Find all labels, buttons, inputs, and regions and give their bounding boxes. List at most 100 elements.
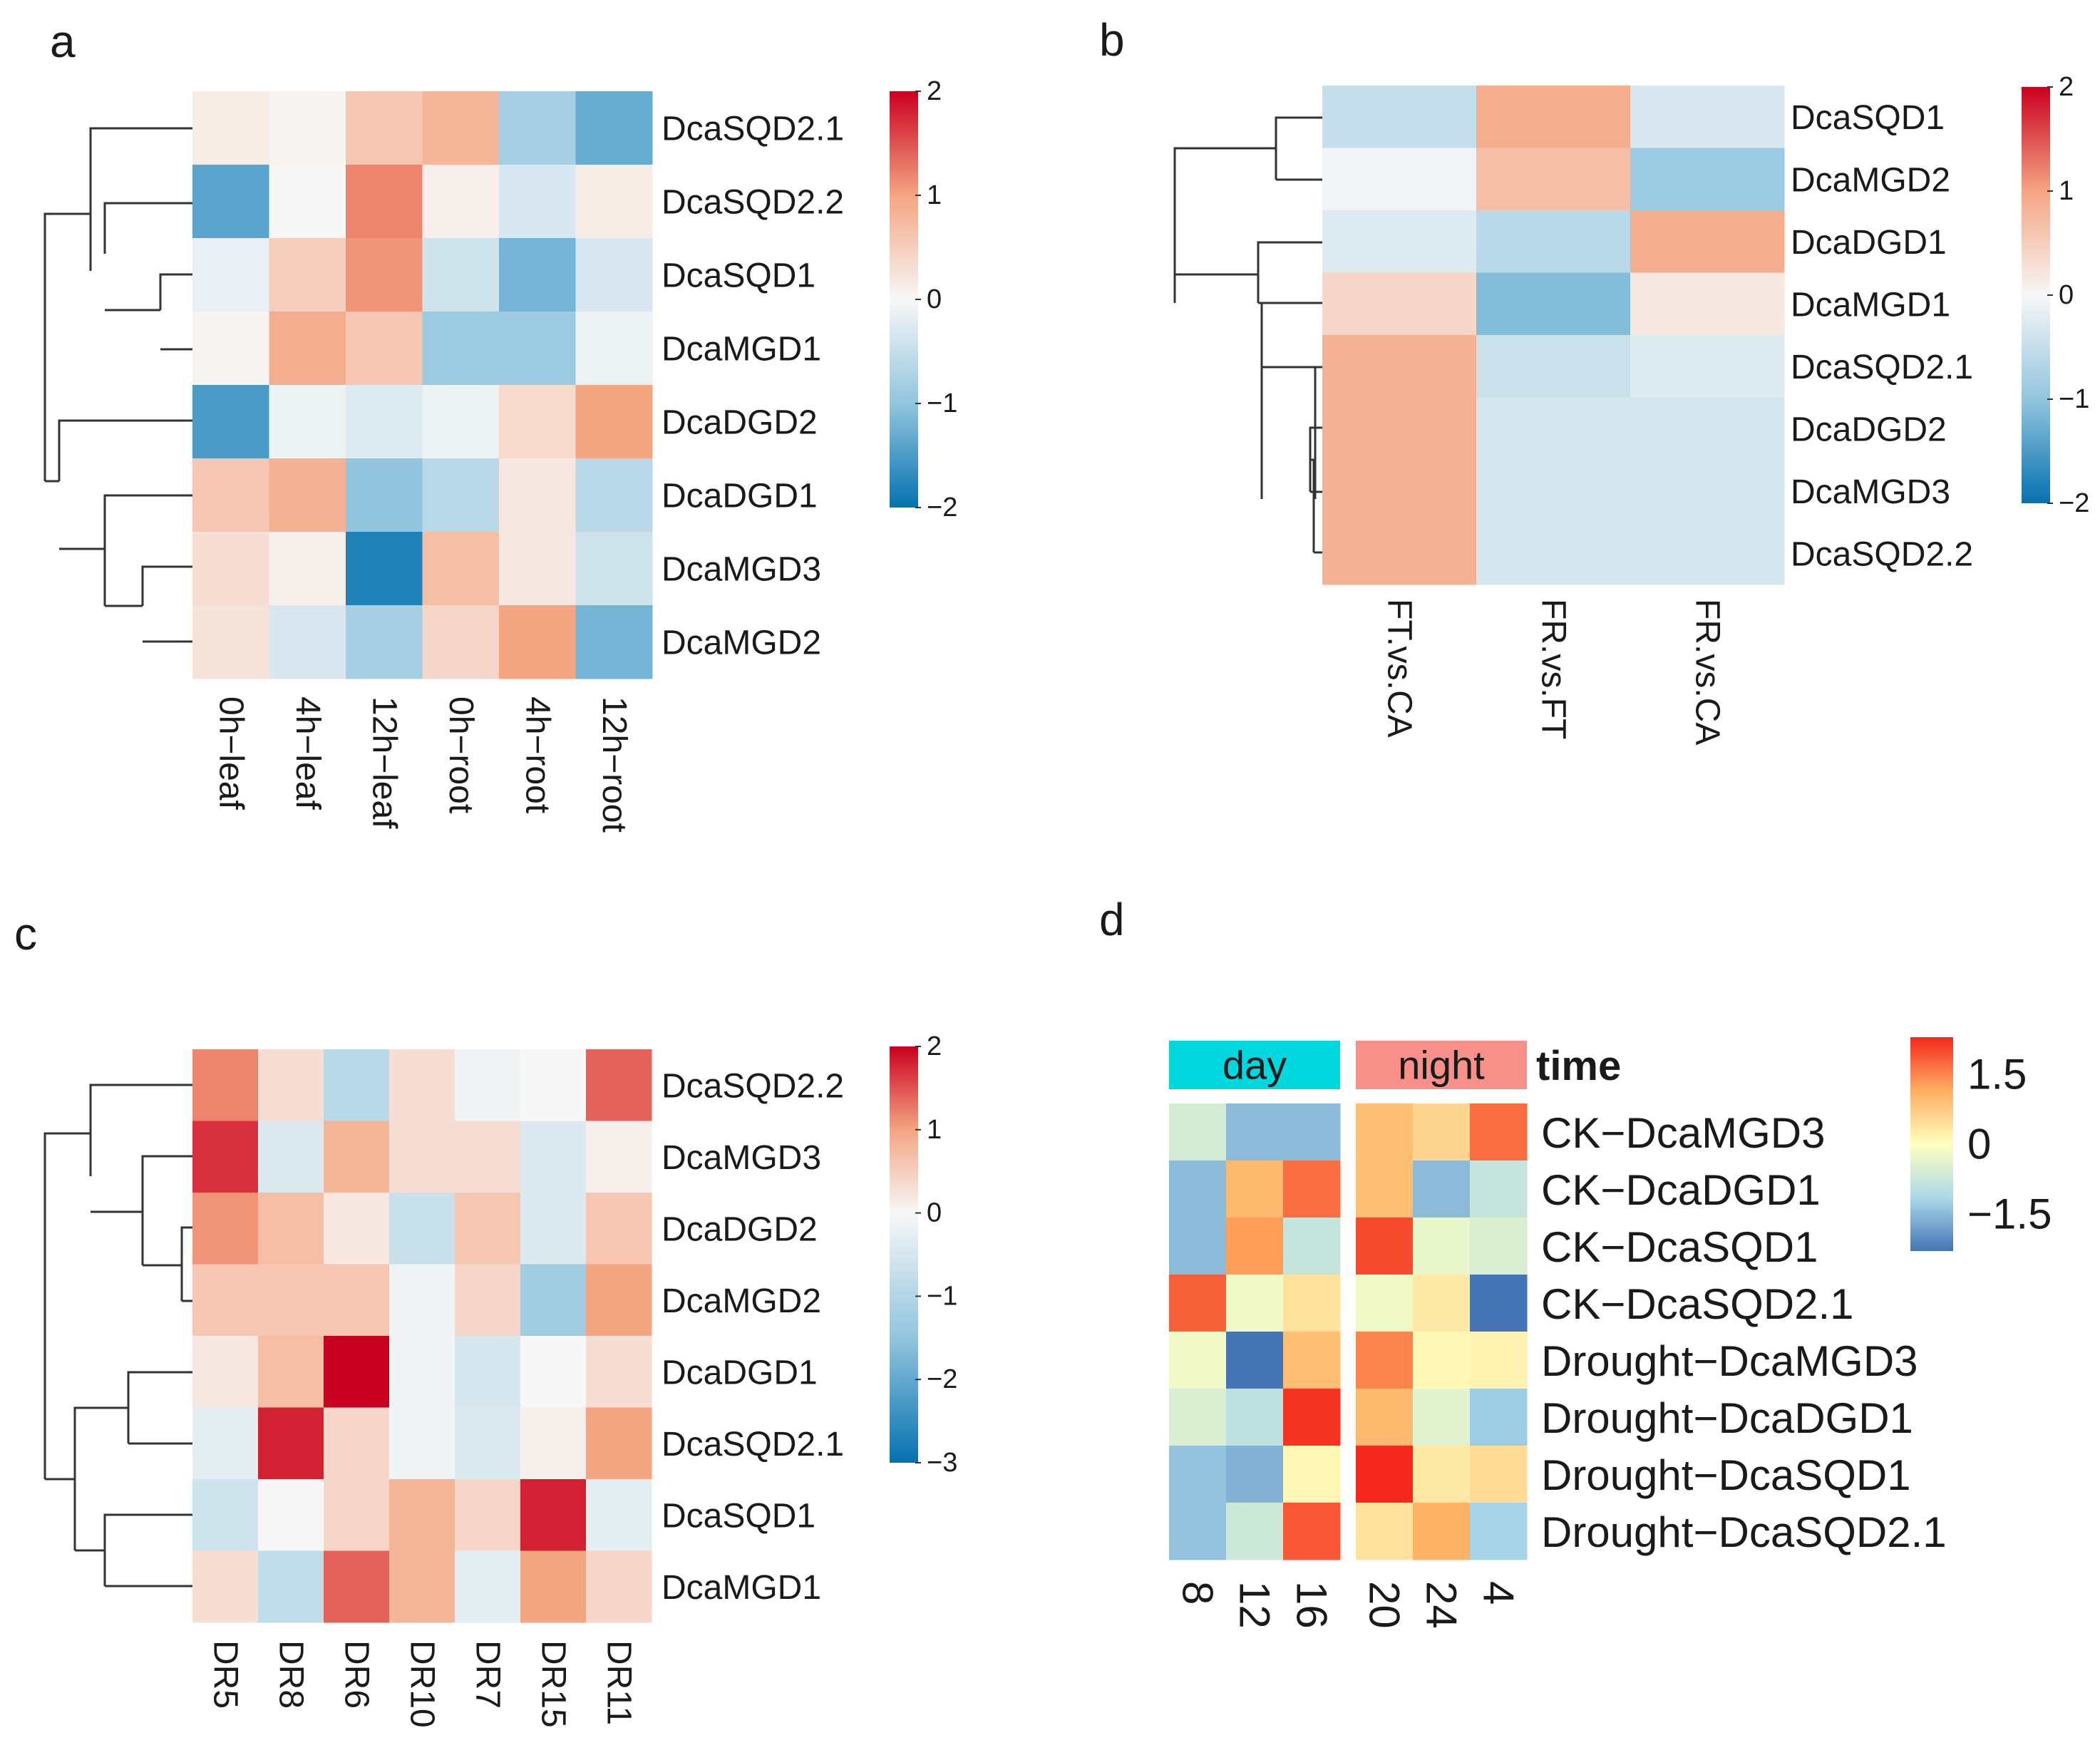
column-label-dr5: DR5 <box>207 1640 245 1709</box>
panel-letter-b: b <box>1099 14 1125 66</box>
cell-drought-dcasqd1-12 <box>1226 1446 1284 1503</box>
cell-drought-dcamgd3-4 <box>1470 1332 1528 1389</box>
heatmap-a-row-labels: DcaSQD2.1 DcaSQD2.2 DcaSQD1 DcaMGD1 DcaDGD2 D… <box>662 110 844 662</box>
heatmap-c-column-labels: DR5 DR8 DR6 DR10 DR7 DR15 DR11 <box>207 1640 638 1728</box>
cell-drought-dcasqd2-1-16 <box>1283 1503 1341 1560</box>
row-label-dcasqd2-1: DcaSQD2.1 <box>1791 349 1973 386</box>
cell-dcadgd1-4h-leaf <box>269 458 346 532</box>
column-label-4h-root: 4h−root <box>518 696 556 813</box>
colorbar-tick-label: 0 <box>1967 1121 1991 1168</box>
cell-drought-dcasqd1-16 <box>1283 1446 1341 1503</box>
cell-dcadgd2-fr-vs-ft <box>1476 397 1631 460</box>
cell-dcasqd2-1-dr11 <box>586 1407 652 1480</box>
cell-dcasqd1-12h-root <box>575 238 653 312</box>
cell-dcamgd1-ft-vs-ca <box>1322 272 1477 336</box>
cell-drought-dcasqd1-20 <box>1356 1446 1414 1503</box>
cell-dcasqd1-0h-root <box>422 238 500 312</box>
row-label-dcamgd1: DcaMGD1 <box>662 1569 821 1607</box>
cell-dcamgd2-0h-leaf <box>192 605 269 679</box>
cell-dcasqd1-dr7 <box>455 1479 521 1551</box>
cell-dcamgd2-dr6 <box>324 1264 390 1337</box>
column-label-dr7: DR7 <box>469 1640 507 1709</box>
cell-ck-dcasqd1-8 <box>1169 1218 1227 1275</box>
cell-dcamgd3-ft-vs-ca <box>1322 460 1477 523</box>
cell-dcamgd1-12h-leaf <box>346 312 423 386</box>
cell-dcadgd2-dr5 <box>192 1193 259 1265</box>
cell-dcasqd2-1-4h-root <box>499 91 576 165</box>
cell-dcamgd2-12h-leaf <box>346 605 423 679</box>
colorbar-tick-label: −1 <box>2059 384 2089 414</box>
cell-ck-dcamgd3-16 <box>1283 1103 1341 1161</box>
column-label-dr8: DR8 <box>272 1640 310 1709</box>
panel-d: d day night time CK−DcaMGD3CK−DcaDGD1CK−D… <box>1099 894 2052 1629</box>
cell-dcamgd2-fr-vs-ft <box>1476 148 1631 211</box>
cell-dcadgd1-fr-vs-ca <box>1630 210 1785 273</box>
row-label-dcasqd1: DcaSQD1 <box>662 1497 815 1535</box>
colorbar-tick-label: 1 <box>927 1115 942 1145</box>
colorbar-tick-label: 1.5 <box>1967 1051 2027 1098</box>
column-label-ft-vs-ca: FT.vs.CA <box>1381 599 1419 738</box>
cell-dcamgd3-fr-vs-ft <box>1476 460 1631 523</box>
row-label-dcasqd2-2: DcaSQD2.2 <box>662 184 844 222</box>
heatmap-d-time-annotation: day night <box>1169 1041 1527 1089</box>
cell-dcamgd2-dr15 <box>520 1264 587 1337</box>
heatmap-c-row-labels: DcaSQD2.2 DcaMGD3 DcaDGD2 DcaMGD2 DcaDGD1 Dca… <box>662 1067 844 1607</box>
cell-dcasqd1-12h-leaf <box>346 238 423 312</box>
cell-dcasqd2-1-fr-vs-ft <box>1476 335 1631 398</box>
cell-dcadgd2-12h-leaf <box>346 385 423 459</box>
row-label-dcamgd3: DcaMGD3 <box>1791 473 1950 511</box>
colorbar-d-ticks: 1.5 0 −1.5 <box>1967 1051 2052 1238</box>
colorbar-b <box>2022 87 2050 503</box>
column-label-4h-leaf: 4h−leaf <box>289 696 326 810</box>
cell-dcamgd2-12h-root <box>575 605 653 679</box>
row-label-ck-dcasqd2-1: CK−DcaSQD2.1 <box>1541 1280 1854 1328</box>
cell-dcadgd2-dr11 <box>586 1193 652 1265</box>
colorbar-tick-label: 1 <box>2059 176 2074 206</box>
cell-dcadgd1-dr5 <box>192 1336 259 1408</box>
row-label-drought-dcamgd3: Drought−DcaMGD3 <box>1541 1337 1918 1385</box>
cell-dcasqd2-2-fr-vs-ca <box>1630 522 1785 585</box>
cell-drought-dcasqd2-1-20 <box>1356 1503 1414 1560</box>
column-label-dr11: DR11 <box>600 1640 638 1725</box>
cell-ck-dcadgd1-4 <box>1470 1160 1528 1218</box>
panel-letter-d: d <box>1099 894 1125 945</box>
heatmap-c-row-dendrogram <box>43 1084 192 1587</box>
colorbar-tick-label: −1 <box>927 388 957 418</box>
cell-drought-dcadgd1-8 <box>1169 1389 1227 1446</box>
cell-dcadgd1-dr6 <box>324 1336 390 1408</box>
time-group-label-night: night <box>1398 1043 1485 1088</box>
row-label-dcasqd2-2: DcaSQD2.2 <box>662 1067 844 1105</box>
cell-ck-dcasqd2-1-8 <box>1169 1275 1227 1332</box>
cell-dcamgd2-dr10 <box>389 1264 455 1337</box>
time-group-day <box>1169 1041 1340 1089</box>
column-label-16: 16 <box>1288 1581 1336 1629</box>
cell-dcamgd3-fr-vs-ca <box>1630 460 1785 523</box>
cell-dcadgd1-12h-leaf <box>346 458 423 532</box>
cell-dcasqd2-2-12h-root <box>575 165 653 239</box>
cell-dcasqd2-2-dr5 <box>192 1049 259 1121</box>
cell-drought-dcadgd1-20 <box>1356 1389 1414 1446</box>
cell-ck-dcadgd1-24 <box>1413 1160 1471 1218</box>
row-label-dcadgd2: DcaDGD2 <box>1791 411 1947 448</box>
cell-dcasqd2-1-dr8 <box>258 1407 324 1480</box>
colorbar-tick-label: −2 <box>927 1364 957 1394</box>
cell-dcamgd2-4h-leaf <box>269 605 346 679</box>
panel-c: c DcaSQD2.2DcaMGD3DcaDGD2DcaMGD2DcaDGD1D… <box>14 908 957 1728</box>
column-label-12h-leaf: 12h−leaf <box>365 696 403 829</box>
column-label-fr-vs-ca: FR.vs.CA <box>1689 599 1726 745</box>
cell-dcadgd2-12h-root <box>575 385 653 459</box>
colorbar-b-ticks: 2 1 0 −1 −2 <box>2047 72 2089 518</box>
cell-dcadgd2-dr7 <box>455 1193 521 1265</box>
heatmap-a-column-labels: 0h−leaf 4h−leaf 12h−leaf 0h−root 4h−root 12h−… <box>212 696 633 833</box>
cell-dcamgd1-fr-vs-ca <box>1630 272 1785 336</box>
cell-dcadgd1-dr10 <box>389 1336 455 1408</box>
cell-dcasqd2-1-4h-leaf <box>269 91 346 165</box>
colorbar-tick-label: 0 <box>2059 280 2074 310</box>
cell-ck-dcasqd2-1-12 <box>1226 1275 1284 1332</box>
colorbar-tick-label: −1 <box>927 1281 957 1311</box>
cell-dcasqd2-1-dr7 <box>455 1407 521 1480</box>
cell-dcamgd2-4h-root <box>499 605 576 679</box>
row-label-dcamgd2: DcaMGD2 <box>662 624 821 662</box>
row-label-dcadgd1: DcaDGD1 <box>662 1354 818 1391</box>
